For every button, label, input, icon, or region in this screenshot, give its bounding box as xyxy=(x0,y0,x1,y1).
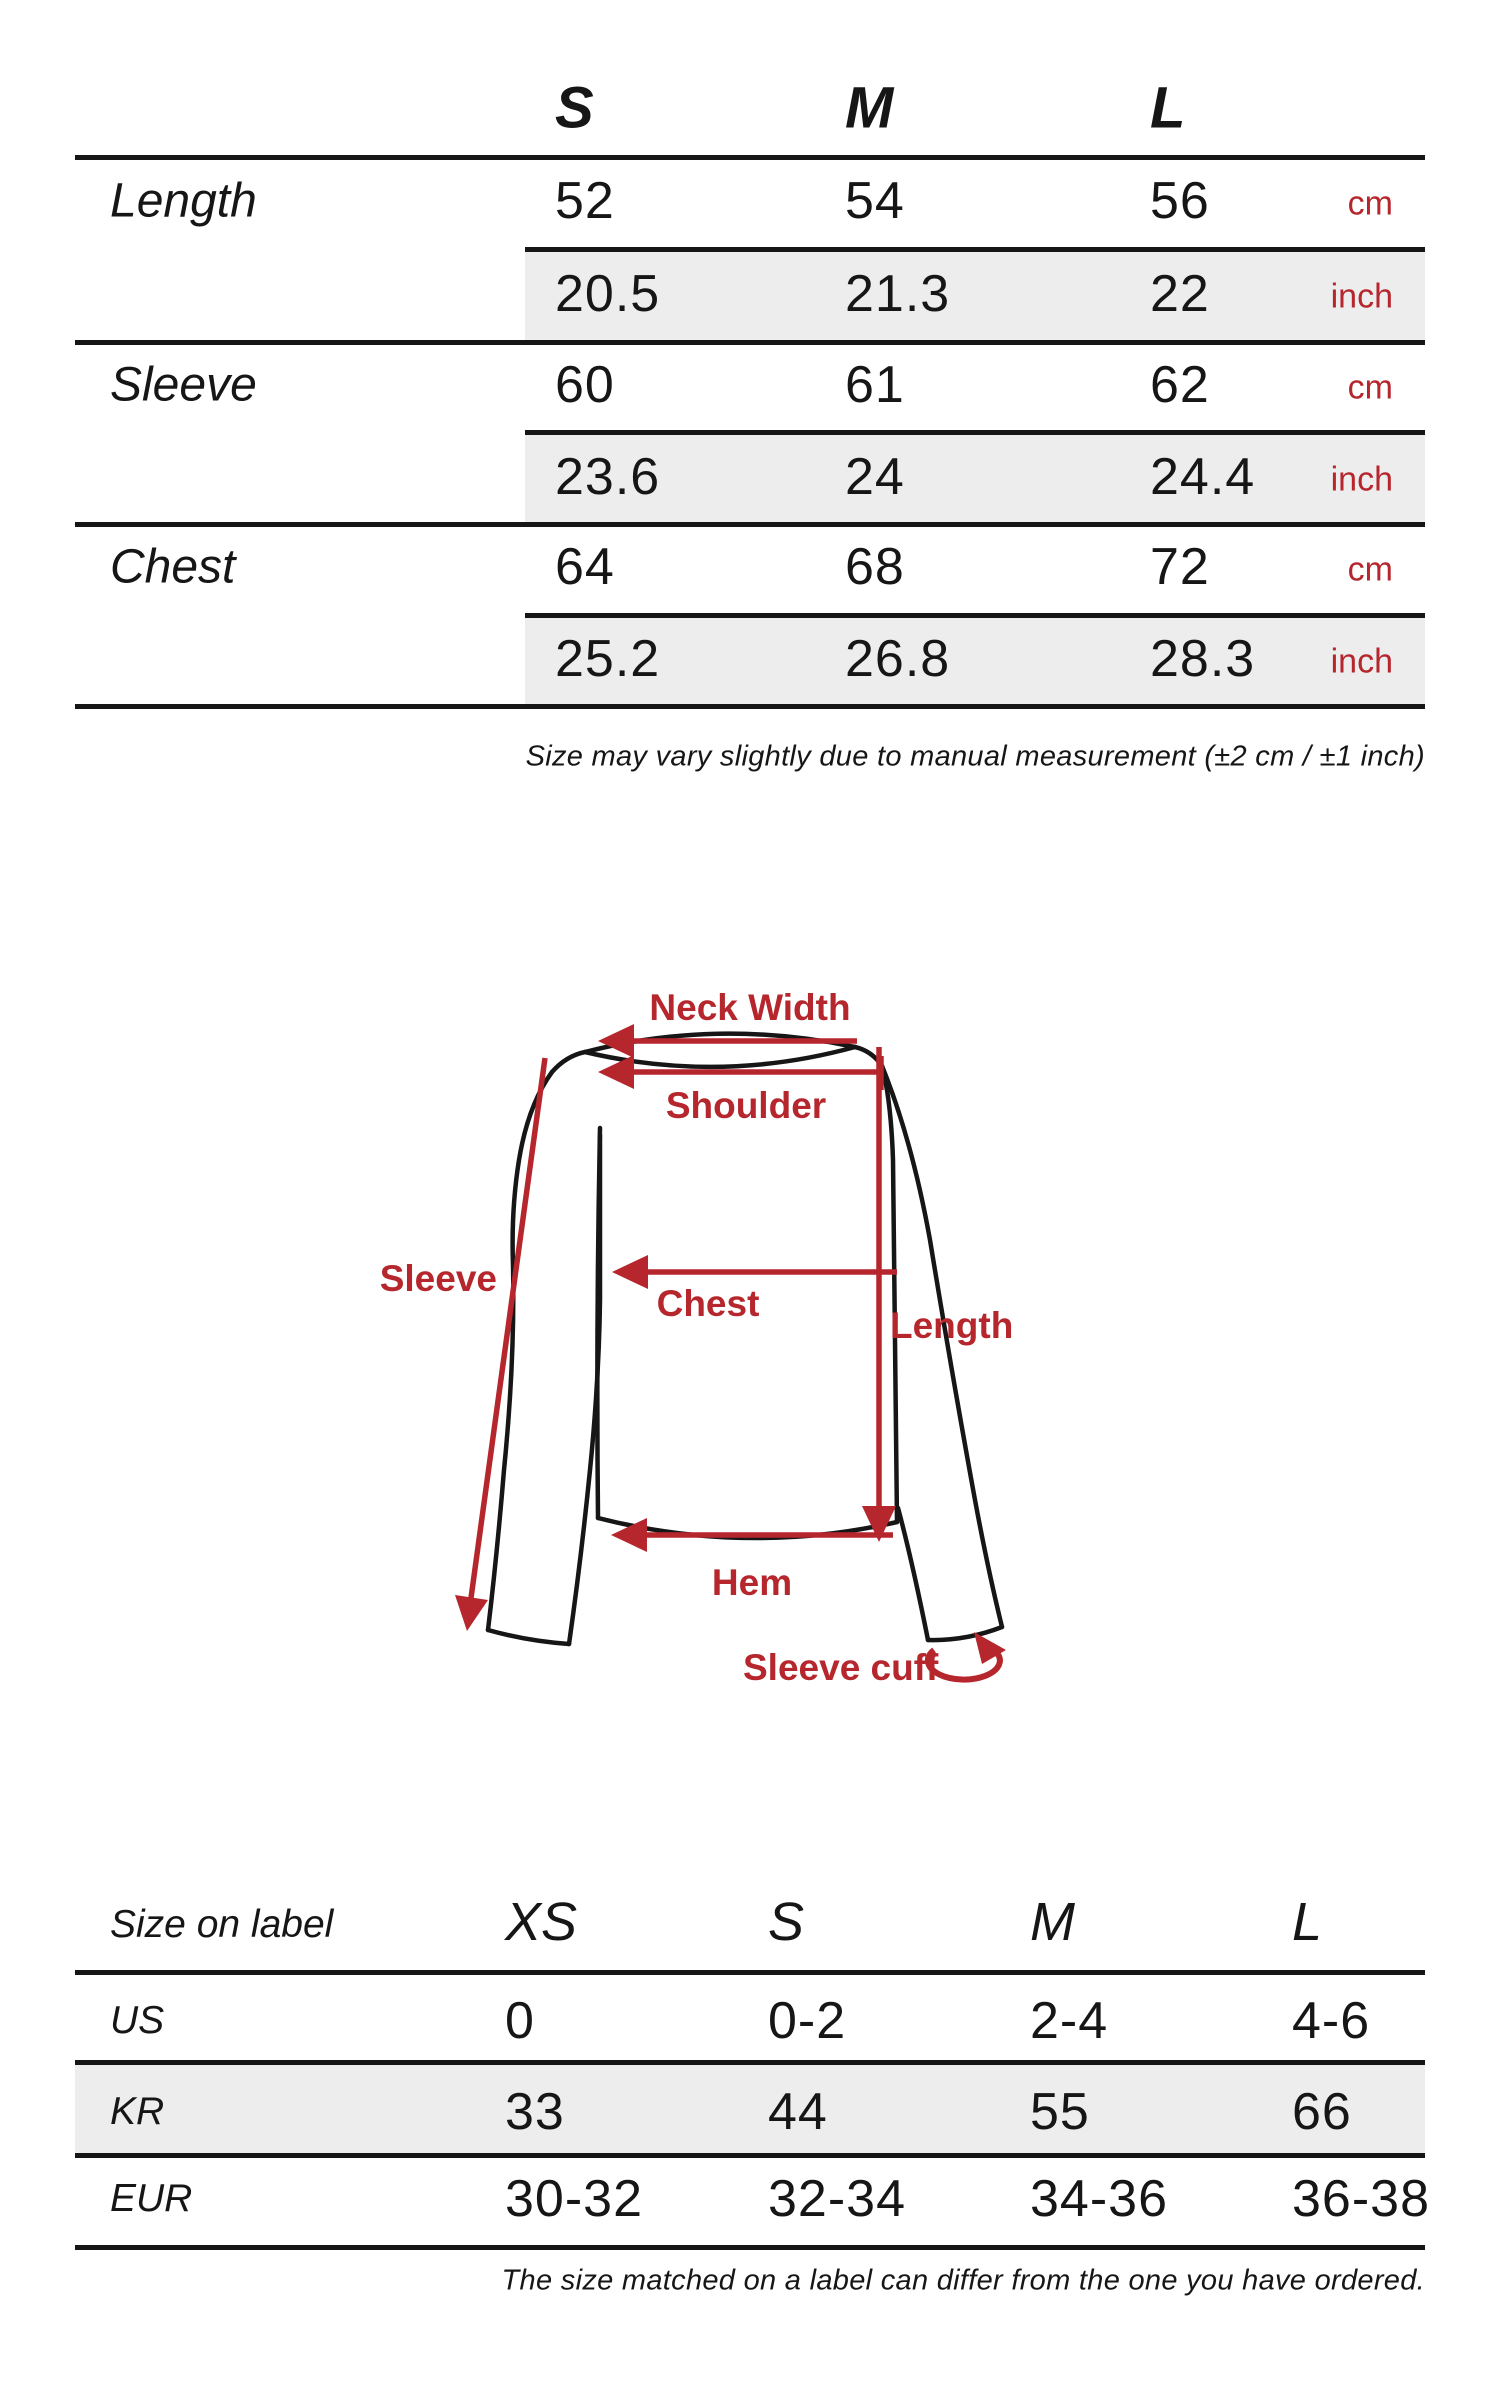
cell-sleeve-l-inch: 24.4 xyxy=(1150,448,1256,506)
size-col-header-m: M xyxy=(845,75,895,141)
size-on-label-header: Size on label xyxy=(110,1903,334,1946)
label-mismatch-note: The size matched on a label can differ f… xyxy=(501,2264,1425,2297)
sleeve-arrow-icon xyxy=(455,1057,548,1631)
diagram-label-chest: Chest xyxy=(657,1283,760,1324)
unit-inch: inch xyxy=(1330,642,1393,681)
table-rule xyxy=(75,2153,1425,2158)
inch-row-band xyxy=(525,435,1425,522)
diagram-label-shoulder: Shoulder xyxy=(666,1085,826,1126)
cell-sleeve-m-inch: 24 xyxy=(845,448,905,506)
diagram-label-neck-width: Neck Width xyxy=(649,987,850,1028)
cell-us-l: 4-6 xyxy=(1292,1992,1371,2050)
unit-cm: cm xyxy=(1347,550,1393,589)
cell-length-s-cm: 52 xyxy=(555,172,615,230)
cell-sleeve-l-cm: 62 xyxy=(1150,356,1210,414)
cell-chest-m-inch: 26.8 xyxy=(845,630,951,688)
table-rule xyxy=(75,2245,1425,2250)
cell-length-l-cm: 56 xyxy=(1150,172,1210,230)
cell-sleeve-s-inch: 23.6 xyxy=(555,448,661,506)
cell-us-m: 2-4 xyxy=(1030,1992,1109,2050)
hem-arrow-icon xyxy=(611,1518,893,1552)
table-rule xyxy=(75,155,1425,160)
diagram-label-hem: Hem xyxy=(712,1562,792,1603)
length-arrow-icon xyxy=(862,1047,896,1542)
diagram-label-sleeve-cuff: Sleeve cuff xyxy=(743,1647,939,1688)
label-col-header-m: M xyxy=(1030,1892,1075,1952)
row-label-eur: EUR xyxy=(110,2177,193,2220)
cell-length-l-inch: 22 xyxy=(1150,265,1210,323)
cell-sleeve-m-cm: 61 xyxy=(845,356,905,414)
cell-kr-s: 44 xyxy=(768,2083,828,2141)
row-label-us: US xyxy=(110,1999,165,2042)
label-col-header-s: S xyxy=(768,1892,805,1952)
cell-chest-s-cm: 64 xyxy=(555,538,615,596)
cell-chest-l-inch: 28.3 xyxy=(1150,630,1256,688)
neck-width-arrow-icon xyxy=(598,1024,857,1058)
row-label-kr: KR xyxy=(110,2090,165,2133)
row-label-length: Length xyxy=(110,174,257,228)
label-col-header-xs: XS xyxy=(505,1892,578,1952)
garment-measurement-diagram: Neck Width Shoulder Chest Length Sleeve … xyxy=(380,987,1014,1688)
cell-length-s-inch: 20.5 xyxy=(555,265,661,323)
cell-kr-m: 55 xyxy=(1030,2083,1090,2141)
unit-inch: inch xyxy=(1330,277,1393,316)
size-col-header-l: L xyxy=(1150,75,1187,141)
cell-eur-m: 34-36 xyxy=(1030,2170,1168,2228)
cell-eur-l: 36-38 xyxy=(1292,2170,1430,2228)
chest-arrow-icon xyxy=(612,1255,897,1289)
table-rule xyxy=(75,2060,1425,2065)
label-col-header-l: L xyxy=(1292,1892,1323,1952)
table-rule-partial xyxy=(525,613,1425,618)
table-rule xyxy=(75,704,1425,709)
unit-cm: cm xyxy=(1347,184,1393,223)
row-label-chest: Chest xyxy=(110,540,236,594)
table-rule xyxy=(75,522,1425,527)
sleeve-cuff-swirl-icon xyxy=(924,1632,1006,1683)
inch-row-band xyxy=(525,618,1425,704)
size-col-header-s: S xyxy=(555,75,595,141)
cell-eur-xs: 30-32 xyxy=(505,2170,643,2228)
row-label-sleeve: Sleeve xyxy=(110,358,257,412)
cell-chest-m-cm: 68 xyxy=(845,538,905,596)
unit-cm: cm xyxy=(1347,368,1393,407)
table-rule xyxy=(75,1970,1425,1975)
cell-us-s: 0-2 xyxy=(768,1992,847,2050)
table-rule-partial xyxy=(525,430,1425,435)
cell-us-xs: 0 xyxy=(505,1992,535,2050)
measurement-tolerance-note: Size may vary slightly due to manual mea… xyxy=(525,740,1425,773)
cell-kr-l: 66 xyxy=(1292,2083,1352,2141)
cell-eur-s: 32-34 xyxy=(768,2170,906,2228)
inch-row-band xyxy=(525,252,1425,340)
cell-chest-s-inch: 25.2 xyxy=(555,630,661,688)
diagram-label-length: Length xyxy=(890,1305,1013,1346)
cell-chest-l-cm: 72 xyxy=(1150,538,1210,596)
cell-length-m-inch: 21.3 xyxy=(845,265,951,323)
cell-sleeve-s-cm: 60 xyxy=(555,356,615,414)
table-rule xyxy=(75,340,1425,345)
cell-length-m-cm: 54 xyxy=(845,172,905,230)
cell-kr-xs: 33 xyxy=(505,2083,565,2141)
unit-inch: inch xyxy=(1330,460,1393,499)
table-rule-partial xyxy=(525,247,1425,252)
kr-row-band xyxy=(75,2065,1425,2153)
diagram-label-sleeve: Sleeve xyxy=(380,1258,497,1299)
